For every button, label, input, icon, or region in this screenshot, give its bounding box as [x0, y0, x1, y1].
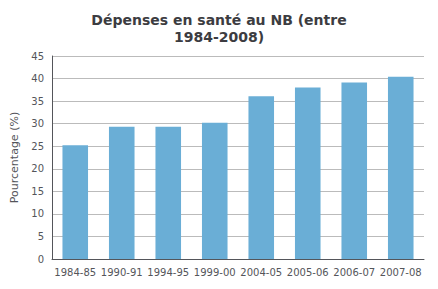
svg-text:5: 5	[38, 231, 44, 242]
svg-text:1990-91: 1990-91	[101, 267, 143, 278]
svg-text:25: 25	[31, 141, 44, 152]
svg-text:1984-85: 1984-85	[54, 267, 96, 278]
svg-text:2007-08: 2007-08	[380, 267, 422, 278]
svg-text:15: 15	[31, 186, 44, 197]
svg-text:2005-06: 2005-06	[287, 267, 329, 278]
svg-text:1984-2008): 1984-2008)	[174, 29, 264, 45]
svg-text:35: 35	[31, 96, 44, 107]
svg-text:45: 45	[31, 51, 44, 62]
svg-text:2004-05: 2004-05	[240, 267, 282, 278]
svg-text:2006-07: 2006-07	[333, 267, 375, 278]
svg-text:1994-95: 1994-95	[147, 267, 189, 278]
svg-text:20: 20	[31, 163, 44, 174]
svg-text:30: 30	[31, 118, 44, 129]
svg-text:Pourcentage (%): Pourcentage (%)	[8, 112, 21, 203]
svg-text:0: 0	[38, 254, 44, 265]
svg-text:10: 10	[31, 208, 44, 219]
svg-text:40: 40	[31, 73, 44, 84]
svg-text:1999-00: 1999-00	[194, 267, 236, 278]
svg-text:Dépenses en santé au NB (entre: Dépenses en santé au NB (entre	[91, 12, 346, 28]
